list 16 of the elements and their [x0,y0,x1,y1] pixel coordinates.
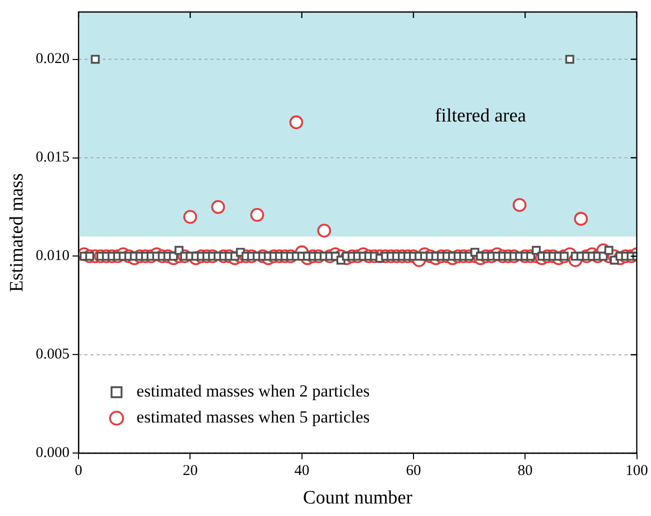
x-tick-label: 60 [406,463,421,480]
y-tick-label: 0.015 [36,150,70,166]
y-tick-label: 0.010 [36,248,70,264]
y-axis-title: Estimated mass [6,173,28,292]
legend-label: estimated masses when 5 particles [136,408,370,427]
x-axis-title: Count number [303,488,413,509]
x-tick-label: 40 [294,463,310,480]
x-tick-label: 0 [74,463,82,480]
legend-label: estimated masses when 2 particles [136,382,370,401]
x-tick-label: 20 [182,463,198,480]
y-tick-label: 0.020 [36,51,70,68]
y-tick-label: 0.005 [36,346,70,363]
y-tick-label: 0.000 [36,445,70,462]
x-tick-label: 80 [518,463,533,480]
band-label: filtered area [434,105,527,126]
x-tick-label: 100 [626,463,648,480]
